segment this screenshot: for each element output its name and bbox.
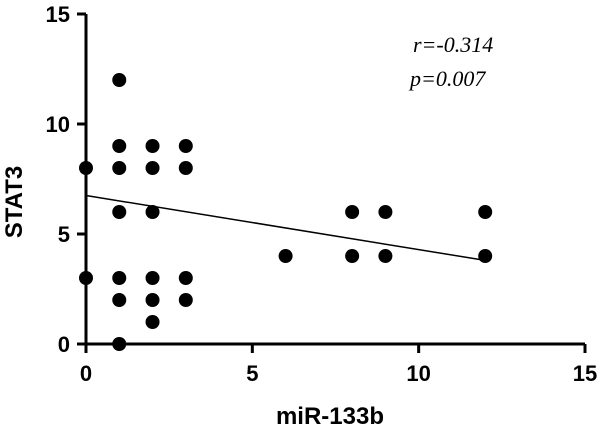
data-point — [112, 139, 127, 153]
data-point — [478, 205, 493, 219]
correlation-p-text: p=0.007 — [408, 66, 486, 91]
data-point — [378, 205, 393, 219]
data-point — [178, 293, 193, 307]
y-tick-label: 15 — [46, 2, 70, 27]
data-point — [112, 271, 127, 285]
y-tick-label: 5 — [58, 222, 70, 247]
y-axis-ticks: 0 5 10 15 — [46, 2, 86, 357]
x-tick-label: 0 — [80, 361, 92, 386]
data-point — [345, 205, 360, 219]
data-point — [145, 271, 160, 285]
data-point — [112, 205, 127, 219]
x-tick-label: 10 — [406, 361, 430, 386]
y-axis-title: STAT3 — [1, 166, 28, 238]
axes — [84, 14, 585, 346]
data-point — [178, 139, 193, 153]
y-tick-label: 0 — [58, 332, 70, 357]
x-tick-label: 15 — [573, 361, 597, 386]
data-point — [345, 249, 360, 263]
data-point — [112, 337, 127, 351]
x-axis-title: miR-133b — [276, 403, 384, 430]
data-point — [112, 161, 127, 175]
data-point — [145, 293, 160, 307]
data-point — [79, 271, 93, 285]
correlation-r-text: r=-0.314 — [413, 32, 493, 57]
data-point — [112, 73, 127, 87]
data-point — [112, 293, 127, 307]
data-point — [278, 249, 293, 263]
data-point — [145, 161, 160, 175]
data-point — [478, 249, 493, 263]
data-points — [79, 73, 493, 351]
data-point — [178, 161, 193, 175]
data-point — [145, 139, 160, 153]
data-point — [145, 205, 160, 219]
data-point — [145, 315, 160, 329]
x-tick-label: 5 — [246, 361, 258, 386]
data-point — [79, 161, 93, 175]
x-axis-ticks: 0 5 10 15 — [80, 344, 597, 386]
data-point — [178, 271, 193, 285]
y-tick-label: 10 — [46, 112, 70, 137]
data-point — [378, 249, 393, 263]
